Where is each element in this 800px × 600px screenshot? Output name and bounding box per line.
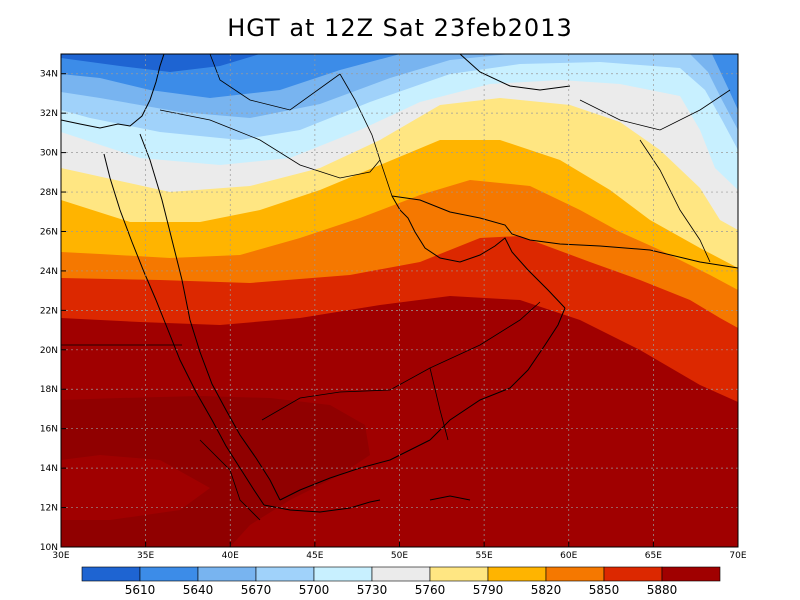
tick-label-lon-55E: 55E <box>476 551 493 561</box>
colorbar-label-5760: 5760 <box>415 583 446 597</box>
coastline-layer <box>61 54 738 513</box>
colorbar-label-5610: 5610 <box>125 583 156 597</box>
tick-label-lat-16N: 16N <box>40 425 58 435</box>
coastline-red-sea-east <box>139 133 281 501</box>
border-iraq-iran <box>339 73 393 197</box>
tick-label-lat-10N: 10N <box>40 543 58 553</box>
colorbar-swatch-10 <box>661 566 721 582</box>
colorbar: 5610 5640 5670 5700 5730 5760 5790 5820 5850 5880 <box>81 566 721 597</box>
colorbar-label-5880: 5880 <box>647 583 678 597</box>
tick-label-lat-18N: 18N <box>40 385 58 395</box>
colorbar-swatch-5 <box>371 566 431 582</box>
tick-label-lon-40E: 40E <box>222 551 239 561</box>
colorbar-swatch-8 <box>545 566 605 582</box>
border-layer <box>61 54 731 521</box>
coastline-arabia-south <box>429 307 566 441</box>
tick-label-lat-20N: 20N <box>40 346 58 356</box>
colorbar-label-5790: 5790 <box>473 583 504 597</box>
tick-label-lon-50E: 50E <box>391 551 408 561</box>
tick-label-lon-45E: 45E <box>306 551 323 561</box>
tick-label-lon-60E: 60E <box>560 551 577 561</box>
border-ethiopia <box>199 439 261 521</box>
tick-label-lat-26N: 26N <box>40 227 58 237</box>
map-title: HGT at 12Z Sat 23feb2013 <box>227 14 573 42</box>
colorbar-swatch-9 <box>603 566 663 582</box>
tick-label-lon-35E: 35E <box>137 551 154 561</box>
tick-label-lat-34N: 34N <box>40 70 58 80</box>
tick-label-lat-28N: 28N <box>40 188 58 198</box>
tick-label-lat-12N: 12N <box>40 504 58 514</box>
colorbar-label-5730: 5730 <box>357 583 388 597</box>
colorbar-label-5700: 5700 <box>299 583 330 597</box>
colorbar-label-5670: 5670 <box>241 583 272 597</box>
coastline-persian-gulf-east <box>391 195 738 269</box>
tick-label-lon-70E: 70E <box>729 551 746 561</box>
colorbar-label-5820: 5820 <box>531 583 562 597</box>
grid-layer <box>61 54 738 547</box>
fill-band-above-5880 <box>61 396 370 547</box>
border-saudi-oman <box>429 301 541 369</box>
border-syria-iraq <box>209 54 341 111</box>
colorbar-swatch-7 <box>487 566 547 582</box>
tick-label-lat-30N: 30N <box>40 149 58 159</box>
longitude-axis: 30E 35E 40E 45E 50E 55E 60E 65E 70E <box>52 542 747 561</box>
colorbar-label-5640: 5640 <box>183 583 214 597</box>
tick-label-lon-65E: 65E <box>645 551 662 561</box>
colorbar-swatch-2 <box>197 566 257 582</box>
colorbar-label-5850: 5850 <box>589 583 620 597</box>
colorbar-swatch-0 <box>81 566 141 582</box>
border-saudi-north <box>159 109 381 179</box>
coastline-horn-of-africa <box>263 499 381 513</box>
coastline-somalia-east <box>429 495 471 501</box>
tick-label-lat-14N: 14N <box>40 464 58 474</box>
colorbar-swatch-4 <box>313 566 373 582</box>
coastline-persian-gulf-west <box>391 195 566 309</box>
tick-label-lat-24N: 24N <box>40 267 58 277</box>
tick-label-lat-22N: 22N <box>40 306 58 316</box>
tick-label-lon-30E: 30E <box>52 551 69 561</box>
coastline-gulf-of-aden <box>279 439 431 501</box>
coastline-caspian-south <box>459 54 571 91</box>
colorbar-swatch-1 <box>139 566 199 582</box>
border-saudi-yemen <box>261 367 449 441</box>
latitude-axis: 10N 12N 14N 16N 18N 20N 22N 24N 26N 28N 30N 32N 34N <box>40 70 66 553</box>
fill-band-5610-east <box>712 54 738 110</box>
tick-label-lat-32N: 32N <box>40 109 58 119</box>
colorbar-swatch-3 <box>255 566 315 582</box>
grid-meridians <box>145 54 654 547</box>
colorbar-swatch-6 <box>429 566 489 582</box>
